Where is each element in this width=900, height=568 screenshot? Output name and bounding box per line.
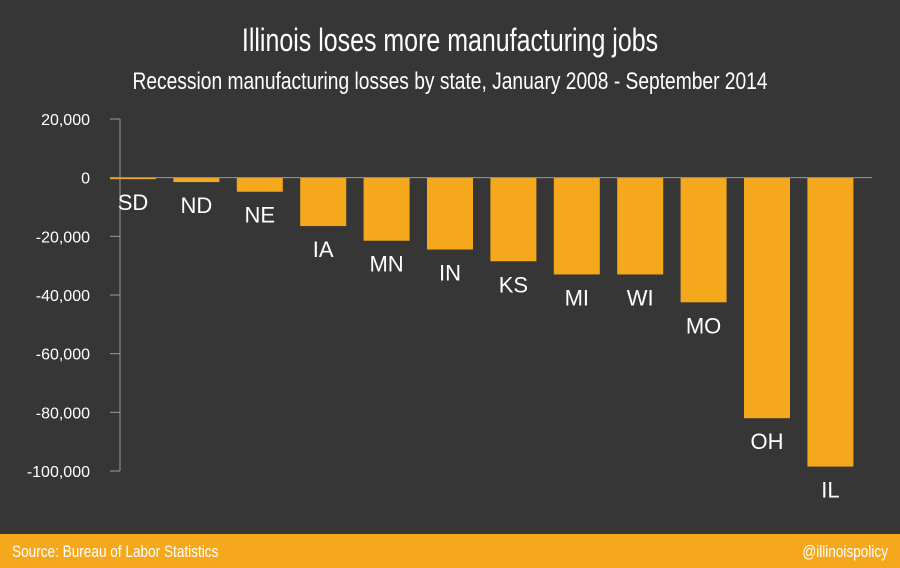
bar-chart: 20,000 0 -20,000 -40,000 -60,000 -80,000 -100,… [27, 112, 872, 503]
x-tick-label: NE [245, 203, 276, 228]
y-tick-label: 20,000 [41, 112, 90, 129]
y-tick-label: -20,000 [36, 229, 90, 246]
bar-mi [553, 177, 600, 275]
bar-oh [744, 177, 790, 419]
bar-sd [110, 177, 156, 180]
x-tick-label: OH [751, 429, 784, 454]
y-tick-label: -80,000 [36, 405, 90, 422]
x-tick-label: MN [369, 252, 403, 277]
bar-il [807, 177, 854, 467]
bar-mo [680, 177, 727, 303]
footer-bar: Source: Bureau of Labor Statistics @illi… [0, 534, 900, 568]
x-tick-label: MO [686, 313, 721, 338]
bar-mn [363, 177, 410, 241]
x-tick-label: WI [627, 285, 654, 310]
bar-ne [236, 177, 283, 192]
chart-title: Illinois loses more manufacturing jobs [241, 22, 659, 58]
x-tick-label: IL [821, 478, 839, 503]
bar-ia [300, 177, 347, 227]
y-tick-label: 0 [81, 171, 90, 188]
chart-subtitle: Recession manufacturing losses by state,… [132, 68, 768, 95]
bar-ks [490, 177, 537, 262]
source-note: Source: Bureau of Labor Statistics [12, 542, 219, 561]
y-tick-label: -100,000 [27, 464, 90, 481]
bar-in [427, 177, 473, 250]
bar-nd [173, 177, 220, 183]
x-tick-label: ND [181, 193, 213, 218]
x-tick-label: MI [565, 285, 589, 310]
y-tick-label: -40,000 [36, 288, 90, 305]
bar-wi [617, 177, 664, 275]
social-handle: @illinoispolicy [802, 542, 888, 561]
y-tick-label: -60,000 [36, 347, 90, 364]
x-tick-label: KS [499, 272, 528, 297]
x-tick-label: IN [439, 261, 461, 286]
x-tick-label: IA [313, 237, 334, 262]
x-tick-label: SD [118, 190, 149, 215]
